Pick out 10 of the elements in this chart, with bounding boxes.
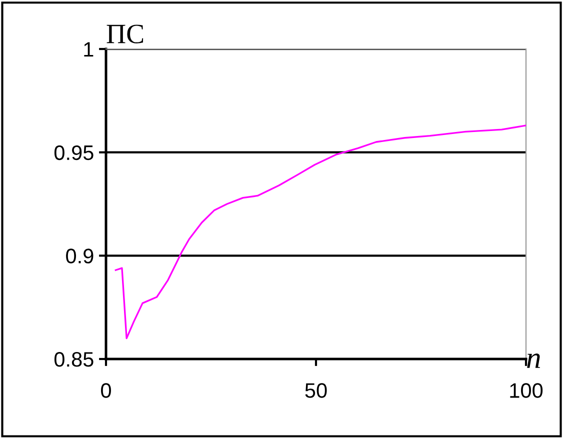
x-tick-label: 100	[510, 383, 543, 398]
y-axis-title: ПС	[106, 24, 144, 44]
y-tick-label: 1	[84, 42, 94, 57]
y-tick-label: 0.95	[54, 145, 94, 160]
x-axis-title: n	[527, 354, 540, 368]
y-tick-label: 0.9	[66, 248, 94, 264]
y-tick-label: 0.85	[54, 352, 94, 367]
x-tick-label: 50	[305, 383, 327, 398]
line-series	[114, 124, 526, 340]
x-tick-label: 0	[101, 383, 111, 398]
